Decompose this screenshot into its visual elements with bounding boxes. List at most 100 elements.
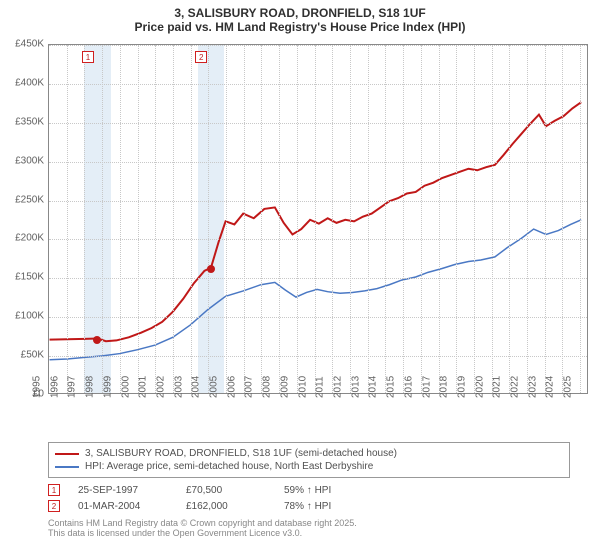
sale-hpi: 59% ↑ HPI	[284, 485, 364, 496]
gridline-v	[439, 45, 440, 393]
gridline-v	[244, 45, 245, 393]
legend-box: 3, SALISBURY ROAD, DRONFIELD, S18 1UF (s…	[48, 442, 570, 478]
gridline-h	[49, 239, 587, 240]
y-axis-label: £150K	[0, 272, 44, 283]
gridline-v	[120, 45, 121, 393]
legend-swatch-hpi	[55, 466, 79, 468]
x-axis-label: 2009	[279, 376, 290, 398]
gridline-v	[332, 45, 333, 393]
gridline-h	[49, 162, 587, 163]
y-axis-label: £250K	[0, 194, 44, 205]
x-axis-label: 2017	[421, 376, 432, 398]
gridline-h	[49, 278, 587, 279]
legend-label-hpi: HPI: Average price, semi-detached house,…	[85, 461, 373, 472]
plot-region: 12	[48, 44, 588, 394]
gridline-v	[545, 45, 546, 393]
x-axis-label: 2019	[456, 376, 467, 398]
sale-price: £70,500	[186, 485, 266, 496]
gridline-v	[297, 45, 298, 393]
gridline-v	[208, 45, 209, 393]
gridline-v	[474, 45, 475, 393]
legend-swatch-price	[55, 453, 79, 455]
footnote-line: Contains HM Land Registry data © Crown c…	[48, 518, 570, 528]
gridline-h	[49, 356, 587, 357]
x-axis-label: 1998	[85, 376, 96, 398]
x-axis-label: 2014	[368, 376, 379, 398]
gridline-v	[155, 45, 156, 393]
sale-marker-icon: 2	[48, 500, 60, 512]
x-axis-label: 2013	[350, 376, 361, 398]
footnote: Contains HM Land Registry data © Crown c…	[48, 518, 570, 538]
x-axis-label: 2021	[492, 376, 503, 398]
gridline-v	[368, 45, 369, 393]
title-line-2: Price paid vs. HM Land Registry's House …	[0, 20, 600, 34]
x-axis-label: 2011	[315, 376, 326, 398]
y-axis-label: £50K	[0, 350, 44, 361]
x-axis-label: 2004	[191, 376, 202, 398]
gridline-v	[580, 45, 581, 393]
sale-marker-icon: 1	[48, 484, 60, 496]
sale-marker-icon: 2	[195, 51, 207, 63]
gridline-v	[84, 45, 85, 393]
chart-titles: 3, SALISBURY ROAD, DRONFIELD, S18 1UF Pr…	[0, 0, 600, 36]
x-axis-label: 1997	[67, 376, 78, 398]
gridline-v	[261, 45, 262, 393]
gridline-v	[350, 45, 351, 393]
y-axis-label: £100K	[0, 311, 44, 322]
gridline-v	[385, 45, 386, 393]
legend-item-hpi: HPI: Average price, semi-detached house,…	[55, 460, 563, 473]
gridline-v	[67, 45, 68, 393]
x-axis-label: 2012	[332, 376, 343, 398]
gridline-v	[138, 45, 139, 393]
gridline-v	[492, 45, 493, 393]
gridline-v	[456, 45, 457, 393]
series-svg	[49, 45, 587, 393]
legend-label-price: 3, SALISBURY ROAD, DRONFIELD, S18 1UF (s…	[85, 448, 397, 459]
x-axis-label: 2000	[120, 376, 131, 398]
sale-price: £162,000	[186, 501, 266, 512]
x-axis-label: 2024	[545, 376, 556, 398]
x-axis-label: 2022	[510, 376, 521, 398]
x-axis-label: 2008	[262, 376, 273, 398]
y-axis-label: £200K	[0, 233, 44, 244]
y-axis-label: £450K	[0, 39, 44, 50]
gridline-v	[403, 45, 404, 393]
gridline-v	[315, 45, 316, 393]
gridline-v	[102, 45, 103, 393]
y-axis-label: £300K	[0, 155, 44, 166]
sale-marker-icon: 1	[82, 51, 94, 63]
y-axis-label: £350K	[0, 116, 44, 127]
gridline-h	[49, 84, 587, 85]
gridline-h	[49, 317, 587, 318]
sales-row: 1 25-SEP-1997 £70,500 59% ↑ HPI	[48, 482, 570, 498]
x-axis-label: 2025	[563, 376, 574, 398]
gridline-h	[49, 201, 587, 202]
x-axis-label: 2002	[155, 376, 166, 398]
x-axis-label: 2001	[138, 376, 149, 398]
footnote-line: This data is licensed under the Open Gov…	[48, 528, 570, 538]
y-axis-label: £400K	[0, 77, 44, 88]
sales-table: 1 25-SEP-1997 £70,500 59% ↑ HPI 2 01-MAR…	[48, 482, 570, 514]
gridline-v	[226, 45, 227, 393]
x-axis-label: 2006	[226, 376, 237, 398]
sale-date: 25-SEP-1997	[78, 485, 168, 496]
sale-date: 01-MAR-2004	[78, 501, 168, 512]
x-axis-label: 2023	[527, 376, 538, 398]
gridline-v	[421, 45, 422, 393]
x-axis-label: 1999	[102, 376, 113, 398]
gridline-v	[191, 45, 192, 393]
gridline-v	[173, 45, 174, 393]
gridline-h	[49, 123, 587, 124]
x-axis-label: 2020	[474, 376, 485, 398]
gridline-h	[49, 45, 587, 46]
x-axis-label: 1996	[49, 376, 60, 398]
gridline-v	[562, 45, 563, 393]
x-axis-label: 2007	[244, 376, 255, 398]
x-axis-label: 2016	[403, 376, 414, 398]
x-axis-label: 2003	[173, 376, 184, 398]
legend-item-price: 3, SALISBURY ROAD, DRONFIELD, S18 1UF (s…	[55, 447, 563, 460]
chart-area: 12 £0£50K£100K£150K£200K£250K£300K£350K£…	[0, 36, 600, 436]
sale-hpi: 78% ↑ HPI	[284, 501, 364, 512]
sales-row: 2 01-MAR-2004 £162,000 78% ↑ HPI	[48, 498, 570, 514]
x-axis-label: 2018	[439, 376, 450, 398]
